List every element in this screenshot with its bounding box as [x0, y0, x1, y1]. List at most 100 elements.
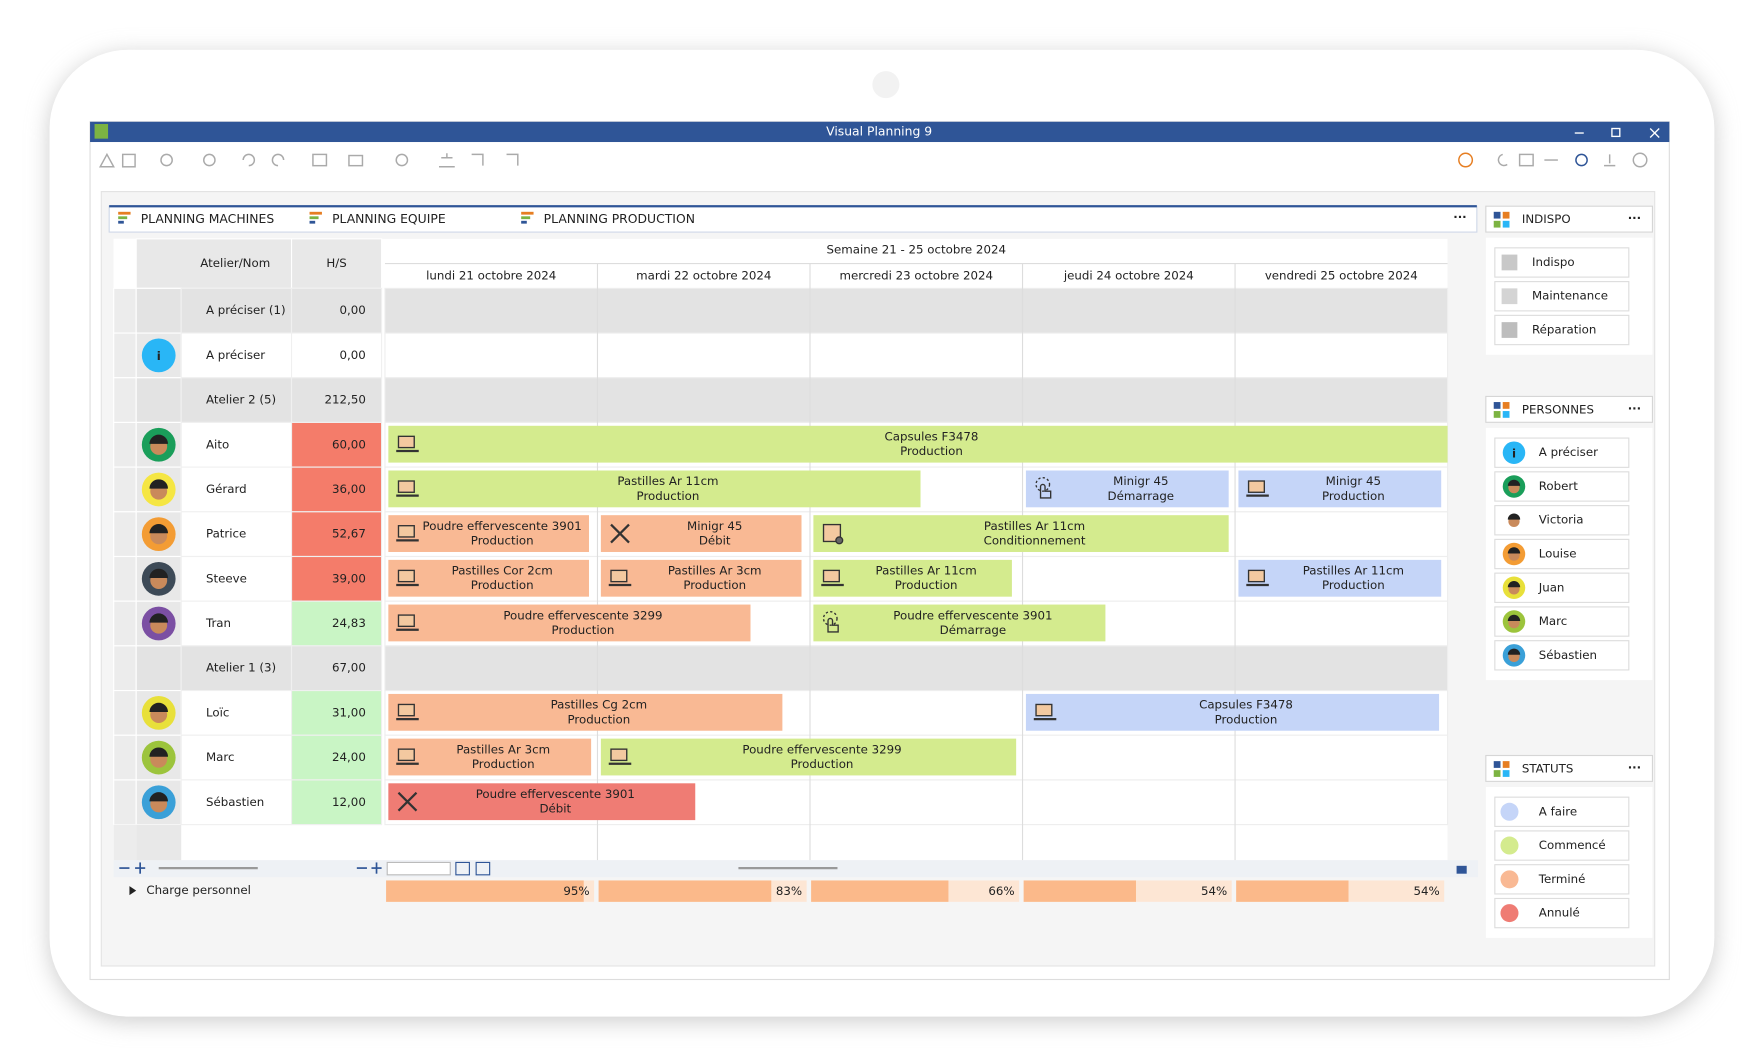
event[interactable] — [1025, 693, 1440, 731]
event[interactable] — [388, 604, 751, 642]
hs-cell — [290, 332, 383, 379]
name-cell — [180, 466, 293, 513]
panel-item-label: A faire — [1539, 804, 1577, 818]
date-input[interactable] — [386, 861, 451, 876]
tab-icon — [118, 220, 124, 224]
name-cell — [180, 734, 293, 781]
avatar-hair — [149, 524, 169, 534]
event-label: Minigr 45 — [1113, 474, 1168, 488]
row-name: Marc — [206, 750, 234, 764]
avatar-hair — [149, 568, 169, 578]
event-icon — [822, 523, 842, 543]
swatch — [1501, 322, 1518, 338]
event-label: Production — [552, 623, 615, 637]
event[interactable] — [600, 559, 802, 597]
row-hs: 24,83 — [332, 616, 366, 630]
event-label: Production — [683, 578, 746, 592]
event[interactable] — [813, 559, 1012, 597]
row-name: Tran — [205, 616, 231, 630]
panel-item-label: Sébastien — [1539, 648, 1597, 662]
window-controls[interactable] — [1574, 127, 1660, 139]
row — [113, 421, 137, 468]
event-label: Poudre effervescente 3901 — [476, 787, 635, 801]
event-icon — [397, 525, 415, 538]
event[interactable] — [1025, 470, 1229, 508]
name-cell — [180, 332, 293, 379]
avatar-hair — [149, 747, 169, 757]
hs-cell — [290, 779, 383, 826]
event[interactable] — [1238, 470, 1442, 508]
event[interactable] — [388, 783, 696, 821]
event[interactable] — [1238, 559, 1442, 597]
row-hs: 0,00 — [340, 348, 366, 362]
event-icon — [397, 614, 415, 628]
name-cell — [180, 287, 293, 334]
row — [113, 555, 137, 602]
row-hs: 36,00 — [332, 482, 366, 496]
swatch — [1500, 904, 1519, 923]
panel-icon — [1493, 770, 1501, 777]
event[interactable] — [388, 515, 589, 552]
row-name: Loïc — [206, 705, 229, 719]
panel-item-label: Maintenance — [1532, 289, 1608, 303]
tab-menu[interactable]: ··· — [1453, 210, 1466, 224]
row-hs: 60,00 — [332, 437, 366, 451]
tab[interactable]: PLANNING MACHINES — [141, 212, 275, 226]
event[interactable] — [388, 559, 589, 597]
event[interactable] — [600, 738, 1017, 776]
panel-item-label: A préciser — [1539, 445, 1598, 459]
tab[interactable]: PLANNING PRODUCTION — [544, 212, 695, 226]
charge-bar — [598, 880, 772, 902]
group-row — [113, 645, 137, 692]
charge-bar — [1236, 880, 1349, 902]
event-icon — [827, 617, 839, 633]
panel-item[interactable] — [1494, 247, 1630, 278]
event[interactable] — [813, 604, 1106, 642]
name-cell — [180, 689, 293, 736]
avatar-hair — [1507, 648, 1521, 655]
event-label: Minigr 45 — [687, 519, 742, 533]
expand-arrow[interactable] — [129, 886, 137, 896]
panel-icon — [1502, 402, 1510, 409]
event[interactable] — [388, 693, 783, 731]
row — [113, 600, 137, 647]
charge-value: 54% — [1201, 884, 1227, 898]
event[interactable] — [388, 425, 1448, 463]
lock-icon[interactable] — [1456, 865, 1467, 874]
day-row — [384, 377, 1449, 423]
header-cell — [113, 238, 137, 289]
event-label: Pastilles Ar 11cm — [876, 564, 977, 578]
event-label: Production — [895, 578, 958, 592]
charge-label: Charge personnel — [146, 883, 251, 897]
event[interactable] — [388, 738, 592, 776]
swatch — [1501, 254, 1518, 271]
event-label: Production — [472, 757, 535, 771]
group-row — [113, 377, 137, 423]
panel-icon — [1493, 402, 1501, 409]
avatar-hair — [1507, 581, 1521, 588]
event[interactable] — [813, 515, 1229, 552]
event-label: Démarrage — [940, 623, 1007, 637]
event[interactable] — [600, 515, 802, 552]
day-row — [384, 287, 1449, 334]
calendar-button[interactable] — [475, 861, 491, 876]
calendar-button[interactable] — [455, 861, 470, 876]
swatch — [1500, 802, 1519, 821]
panel-header — [1485, 205, 1654, 233]
event[interactable] — [388, 470, 921, 508]
event-icon — [1247, 569, 1265, 583]
tab[interactable]: PLANNING EQUIPE — [332, 212, 446, 226]
day-row — [384, 332, 1449, 379]
hs-cell — [290, 421, 383, 468]
row — [113, 689, 137, 736]
info-glyph: i — [1512, 446, 1516, 460]
name-cell — [180, 421, 293, 468]
toolbar[interactable] — [98, 152, 1648, 168]
swatch — [1500, 870, 1519, 889]
window-title: Visual Planning 9 — [826, 124, 932, 138]
avatar-hair — [149, 434, 169, 444]
event-label: Poudre effervescente 3299 — [503, 608, 662, 622]
zoom-controls[interactable] — [119, 862, 382, 874]
column-header: Atelier/Nom — [200, 256, 270, 270]
name-cell — [180, 377, 293, 423]
